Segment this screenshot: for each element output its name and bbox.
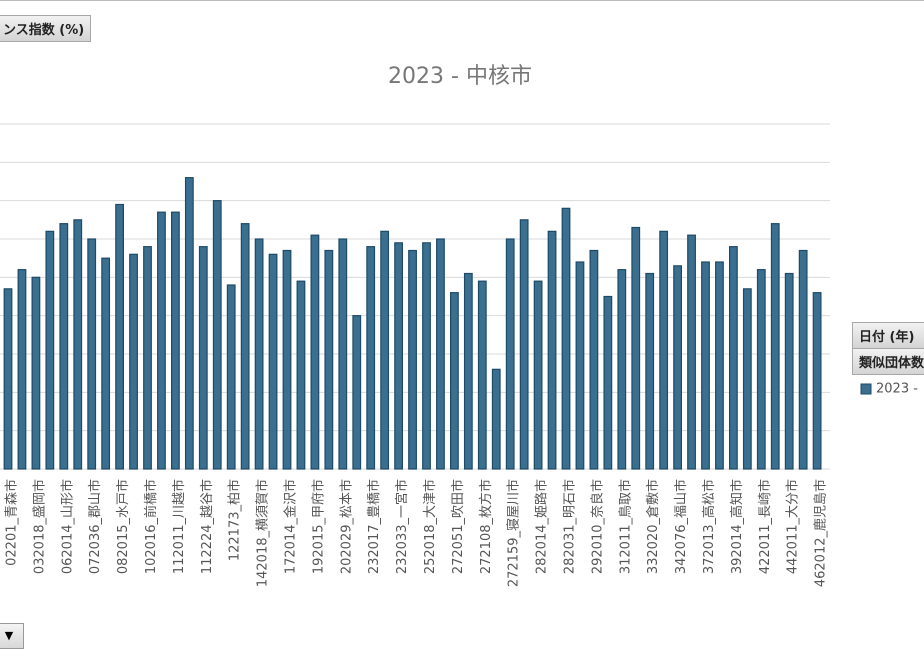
bar [812,292,822,470]
bar [436,238,445,470]
bar [226,284,236,470]
value-field-button[interactable]: ンス指数 (%) [0,15,92,42]
bar [17,269,27,470]
bar [701,261,710,470]
bar [59,223,69,470]
bar [324,249,334,470]
x-tick-label: 292010_奈良市 [589,479,605,574]
bar [575,261,585,470]
x-tick-label: 202029_松本市 [338,479,354,574]
x-tick-label: 192015_甲府市 [310,479,326,574]
bar [143,246,152,470]
bar [477,280,487,470]
bar [715,261,724,470]
bar [184,177,194,470]
bar [505,238,515,470]
x-tick-label: 112224_越谷市 [199,479,215,574]
x-tick-label: 142018_横須賀市 [255,479,271,587]
bar [519,219,529,470]
bar [240,223,250,470]
bar [380,230,390,470]
legend-label: 2023 - [876,382,918,397]
x-tick-label: 062014_山形市 [59,479,75,574]
x-tick-label: 232033_一宮市 [394,479,410,574]
bar [589,249,599,470]
x-tick-label: 272159_寝屋川市 [506,479,522,587]
bar [463,272,473,470]
x-tick-label: 422011_長崎市 [757,479,773,574]
bar [770,223,780,470]
x-tick-label: 282031_明石市 [562,479,578,574]
x-tick-label: 272108_枚方市 [478,479,494,574]
filter-button[interactable]: 類似団体数 [852,348,924,375]
x-tick-label: 342076_福山市 [673,479,689,574]
chart-title: 2023 - 中核市 [388,64,532,89]
x-tick-label: 332020_倉敷市 [645,479,661,574]
bar [296,280,306,470]
x-tick-label: 282014_姫路市 [534,479,550,574]
x-tick-label: 032018_盛岡市 [31,479,47,574]
bar [310,234,320,470]
x-tick-label: 112011_川越市 [171,479,187,574]
bar [408,249,417,470]
bar [366,246,376,470]
x-tick-label: 082015_水戸市 [115,479,131,574]
bar [254,238,264,470]
bar [617,269,627,470]
x-tick-label: 172014_金沢市 [283,479,299,574]
bar [115,203,125,470]
bar [756,269,766,470]
bar [547,230,557,470]
dropdown-button[interactable]: ▼ [0,623,24,649]
bar [45,230,55,470]
bar [198,246,208,470]
bar [645,272,655,470]
bar [3,288,13,470]
x-tick-label: 392014_高知市 [729,479,745,574]
bar [784,272,794,470]
bar [728,246,738,470]
x-tick-label: 272051_吹田市 [450,479,466,574]
bar [352,315,362,470]
x-tick-label: 102016_前橋市 [143,479,159,574]
filter-button[interactable]: 日付 (年) [852,322,924,349]
x-tick-label: 252018_大津市 [422,479,438,574]
bar [561,207,571,470]
bar [603,295,613,470]
bar [268,253,278,470]
bar [157,211,166,470]
legend-swatch [860,383,872,395]
bar [687,234,696,470]
bar [742,288,752,470]
bar [31,276,41,470]
bar [422,242,431,470]
bar [673,265,682,470]
x-tick-label: 02201_青森市 [4,479,20,566]
bar [491,368,501,470]
bar [338,238,348,470]
bar [212,200,222,470]
bar [394,242,403,470]
bar [73,219,83,470]
x-tick-label: 462012_鹿児島市 [813,479,829,587]
bar [659,230,669,470]
x-tick-label: 312011_鳥取市 [617,479,633,574]
x-tick-label: 442011_大分市 [785,479,801,574]
bar [631,226,641,470]
bar [450,292,459,470]
bar [171,211,180,470]
bar [87,238,97,470]
bar [101,257,111,470]
x-tick-label: 072036_郡山市 [87,479,103,574]
x-tick-label: 232017_豊橋市 [366,479,382,574]
x-tick-label: 122173_柏市 [227,479,243,561]
x-tick-label: 372013_高松市 [701,479,717,574]
bar [129,253,138,470]
bar [282,249,292,470]
bar [533,280,543,470]
bar [798,249,808,470]
